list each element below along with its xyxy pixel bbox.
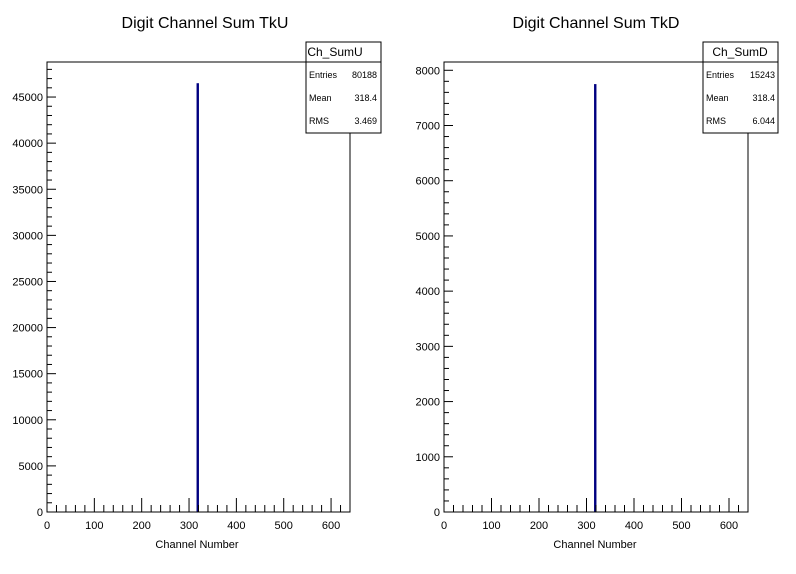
stats-box-frame [702,41,779,134]
y-tick-label: 5000 [19,461,43,473]
histogram-bin [196,83,199,512]
x-axis-label: Channel Number [155,539,238,551]
stats-box-frame [305,41,382,134]
y-tick-label: 10000 [12,415,43,427]
stats-box: Ch_SumU Entries 80188 Mean 318.4 RMS 3.4… [305,41,382,134]
y-tick-label: 20000 [12,323,43,335]
x-tick-label: 500 [275,520,293,532]
stats-entries-value: 15243 [750,70,775,80]
x-tick-label: 300 [577,520,595,532]
stats-histogram-name: Ch_SumD [712,45,768,59]
x-tick-label: 100 [85,520,103,532]
x-tick-label: 600 [322,520,340,532]
y-tick-label: 45000 [12,92,43,104]
stats-histogram-name: Ch_SumU [307,45,362,59]
histogram-bin [594,84,597,513]
x-tick-label: 0 [441,520,447,532]
panel-channel-sum-tkd: Digit Channel Sum TkD Channel Number 0 10… [416,15,779,551]
stats-entries-label: Entries [706,70,735,80]
y-tick-label: 35000 [12,184,43,196]
stats-mean-label: Mean [706,93,729,103]
x-tick-label: 100 [482,520,500,532]
x-tick-label: 400 [625,520,643,532]
x-axis-label: Channel Number [553,539,636,551]
stats-entries-value: 80188 [352,70,377,80]
y-tick-label: 40000 [12,138,43,150]
stats-rms-label: RMS [309,116,329,126]
y-tick-label: 30000 [12,230,43,242]
y-tick-label: 7000 [416,120,440,132]
y-tick-label: 3000 [416,341,440,353]
x-tick-label: 500 [672,520,690,532]
y-tick-label: 4000 [416,286,440,298]
x-tick-label: 600 [720,520,738,532]
y-tick-label: 1000 [416,452,440,464]
y-tick-label: 8000 [416,65,440,77]
y-tick-label: 6000 [416,176,440,188]
x-tick-label: 200 [133,520,151,532]
panel-channel-sum-tku: Digit Channel Sum TkU Channel Number 0 10… [12,15,382,551]
stats-mean-label: Mean [309,93,332,103]
stats-entries-label: Entries [309,70,338,80]
stats-mean-value: 318.4 [752,93,775,103]
y-tick-label: 2000 [416,397,440,409]
y-tick-label: 5000 [416,231,440,243]
x-tick-label: 300 [180,520,198,532]
x-tick-label: 400 [227,520,245,532]
stats-rms-value: 3.469 [354,116,377,126]
y-tick-label: 0 [434,507,440,519]
y-tick-label: 15000 [12,369,43,381]
chart-title: Digit Channel Sum TkU [122,15,289,32]
stats-rms-label: RMS [706,116,726,126]
stats-rms-value: 6.044 [752,116,775,126]
x-tick-label: 200 [530,520,548,532]
x-tick-label: 0 [44,520,50,532]
stats-mean-value: 318.4 [354,93,377,103]
stats-box: Ch_SumD Entries 15243 Mean 318.4 RMS 6.0… [702,41,779,134]
y-tick-label: 0 [37,507,43,519]
y-tick-label: 25000 [12,276,43,288]
chart-title: Digit Channel Sum TkD [513,15,680,32]
